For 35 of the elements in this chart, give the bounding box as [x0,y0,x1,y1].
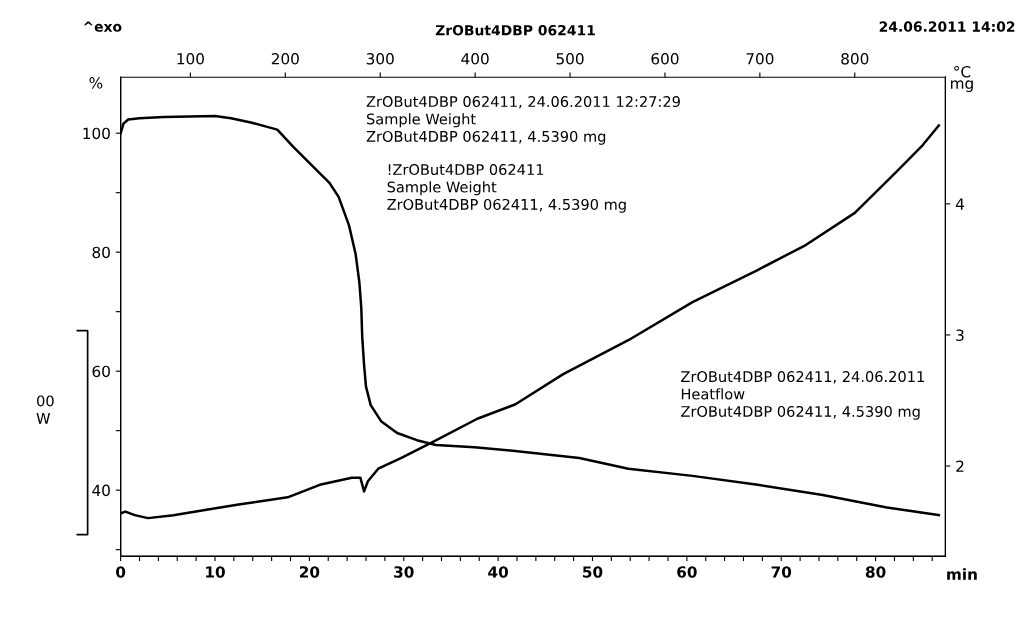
x2-tick-label: 700 [746,53,774,65]
x2-tick-label: 800 [841,53,869,65]
y-tick-label: 60 [92,365,110,378]
x2-tick-label: 500 [556,53,584,65]
text: 00 W [36,395,54,424]
x2-tick-label: 200 [271,53,299,65]
x-tick-label: 20 [299,566,320,578]
x-tick-label: 50 [583,566,603,578]
x-tick-label: 60 [677,566,697,578]
y-tick-label: 80 [92,246,110,259]
x2-tick-label: 600 [651,53,679,65]
text: 24.06.2011 14:02 [879,21,1015,32]
y2-tick-label: 4 [955,198,965,210]
x-tick-label: 80 [865,566,886,578]
x2-tick-label: 100 [177,53,204,65]
y-axis-title: % [89,77,103,89]
x-tick-label: 0 [116,566,126,578]
annotation: ZrOBut4DBP 062411, 24.06.2011 Heatflow ZrOBut4DBP 062411, 4.5390 mg [681,371,924,420]
x2-tick-label: 400 [461,53,489,65]
x2-tick-label: 300 [366,53,394,65]
y2-tick-label: 2 [956,460,964,472]
x2-axis-title: °C [954,65,971,78]
x-tick-label: 30 [394,566,414,578]
annotation: !ZrOBut4DBP 062411 Sample Weight ZrOBut4DBP 062411, 4.5390 mg [387,164,626,213]
x-tick-label: 70 [771,566,792,578]
chart-title: ZrOBut4DBP 062411 [435,24,595,36]
y2-axis-title: mg [951,80,973,93]
y-tick-label: 40 [92,484,110,497]
y2-tick-label: 3 [956,329,964,341]
x-tick-label: 40 [488,566,509,578]
x-tick-label: 10 [206,566,225,578]
y-tick-label: 100 [83,127,110,140]
annotation: ZrOBut4DBP 062411, 24.06.2011 12:27:29 Sample Weight ZrOBut4DBP 062411, 4.5390 mg [366,96,680,145]
x-axis-title: min [947,568,977,580]
text: ^exo [83,21,122,32]
